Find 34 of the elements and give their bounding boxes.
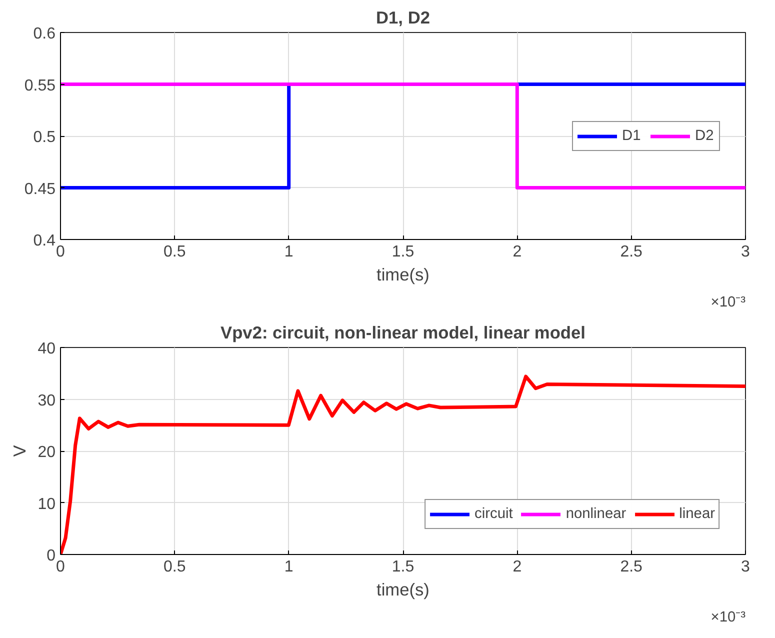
text: ×10⁻³ (710, 610, 746, 626)
y-axis-title: V (10, 444, 30, 457)
x-tick-label: 3 (741, 558, 750, 576)
x-tick-label: 1.5 (392, 244, 414, 260)
y-tick-label: 0.55 (24, 77, 56, 94)
x-tick-label: 1.5 (392, 558, 414, 576)
x-tick-label: 2 (512, 558, 522, 576)
y-tick-label: 10 (38, 496, 56, 513)
x-tick-label: 1 (284, 558, 294, 576)
x-tick-label: 0.5 (164, 244, 186, 260)
y-tick-label: 0.45 (24, 180, 56, 198)
x-tick-label: 1 (284, 244, 294, 260)
chart-title: Vpv2: circuit, non-linear model, linear model (220, 322, 586, 342)
legend-label: circuit (474, 506, 513, 522)
y-tick-label: 0.5 (33, 129, 56, 146)
x-tick-label: 2.5 (620, 244, 643, 260)
x-tick-label: 0.5 (164, 558, 186, 576)
y-tick-label: 20 (38, 444, 56, 461)
x-tick-label: 2 (512, 244, 522, 260)
x-tick-label: 3 (741, 244, 750, 260)
x-tick-label: 2.5 (620, 558, 643, 576)
y-tick-label: 0 (46, 548, 56, 564)
legend-label: nonlinear (566, 506, 626, 522)
chart-title: D1, D2 (376, 8, 430, 28)
legend-label: linear (679, 506, 715, 522)
x-axis-title: time(s) (376, 580, 430, 600)
y-tick-label: 30 (38, 392, 56, 410)
x-axis-title: time(s) (376, 264, 430, 284)
legend-label: D1 (622, 128, 642, 144)
legend-label: D2 (695, 128, 715, 144)
y-tick-label: 0.6 (33, 26, 56, 42)
y-tick-label: 0.4 (33, 232, 56, 250)
y-tick-label: 40 (38, 340, 56, 358)
text: ×10⁻³ (710, 294, 746, 310)
